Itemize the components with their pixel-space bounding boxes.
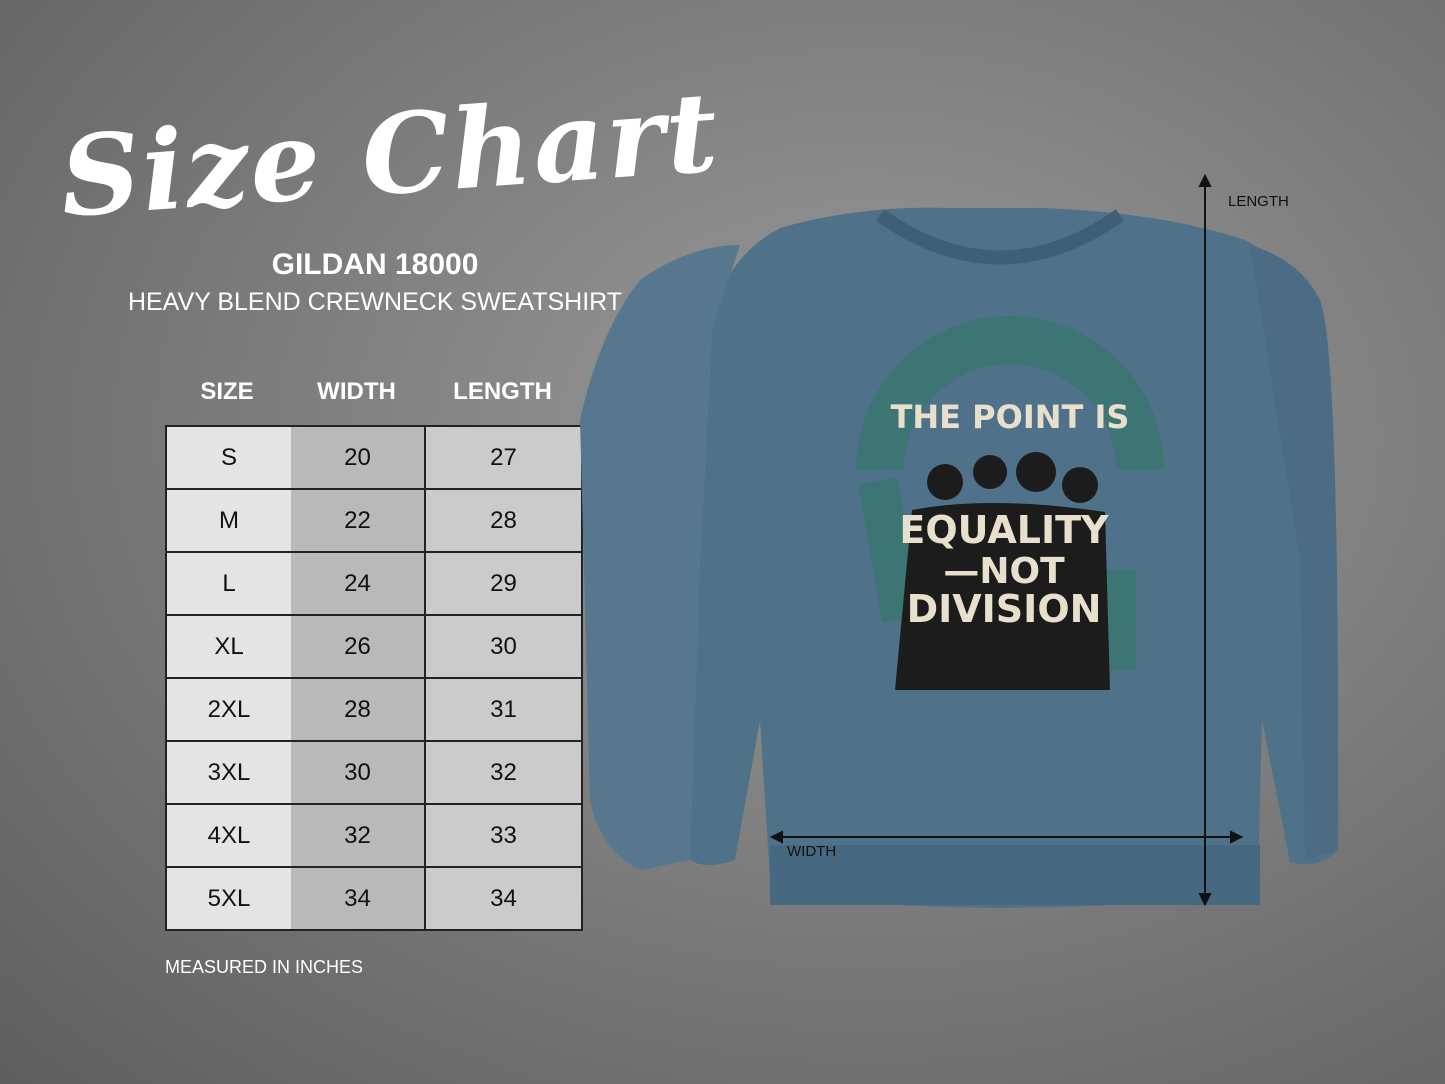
width-arrow [769,830,1244,844]
header-width: WIDTH [317,378,396,405]
table-row: 5XL 34 34 [165,866,583,931]
size-table: S 20 27 M 22 28 L 24 29 XL 26 30 2XL 28 31 3XL 30 32 4XL 32… [165,425,583,931]
size-cell: 4XL [165,803,291,868]
table-row: M 22 28 [165,488,583,553]
design-line1: THE POINT IS [891,398,1130,436]
length-cell: 28 [424,488,583,553]
size-cell: 3XL [165,740,291,805]
length-cell: 32 [424,740,583,805]
length-cell: 27 [424,425,583,490]
table-row: 4XL 32 33 [165,803,583,868]
measurement-note: MEASURED IN INCHES [165,957,364,977]
width-cell: 34 [291,866,426,931]
length-cell: 29 [424,551,583,616]
width-label: WIDTH [787,843,837,860]
header-size: SIZE [200,378,254,405]
length-label: LENGTH [1228,193,1289,210]
size-cell: XL [165,614,291,679]
table-row: 2XL 28 31 [165,677,583,742]
size-cell: M [165,488,291,553]
length-cell: 31 [424,677,583,742]
width-cell: 24 [291,551,426,616]
length-cell: 33 [424,803,583,868]
design-line2: EQUALITY [899,508,1109,552]
length-arrow [1198,173,1212,907]
width-cell: 32 [291,803,426,868]
size-cell: 2XL [165,677,291,742]
product-name: HEAVY BLEND CREWNECK SWEATSHIRT [127,288,623,316]
length-cell: 34 [424,866,583,931]
width-cell: 28 [291,677,426,742]
design-line3: —NOT [943,551,1065,592]
width-cell: 26 [291,614,426,679]
size-cell: 5XL [165,866,291,931]
product-model: GILDAN 18000 [271,248,479,281]
header-length: LENGTH [453,378,552,405]
table-row: XL 26 30 [165,614,583,679]
size-cell: L [165,551,291,616]
width-cell: 22 [291,488,426,553]
length-cell: 30 [424,614,583,679]
design-line4: DIVISION [907,587,1102,631]
width-cell: 20 [291,425,426,490]
table-row: L 24 29 [165,551,583,616]
table-row: S 20 27 [165,425,583,490]
people-silhouette [895,452,1110,690]
table-row: 3XL 30 32 [165,740,583,805]
size-cell: S [165,425,291,490]
width-cell: 30 [291,740,426,805]
